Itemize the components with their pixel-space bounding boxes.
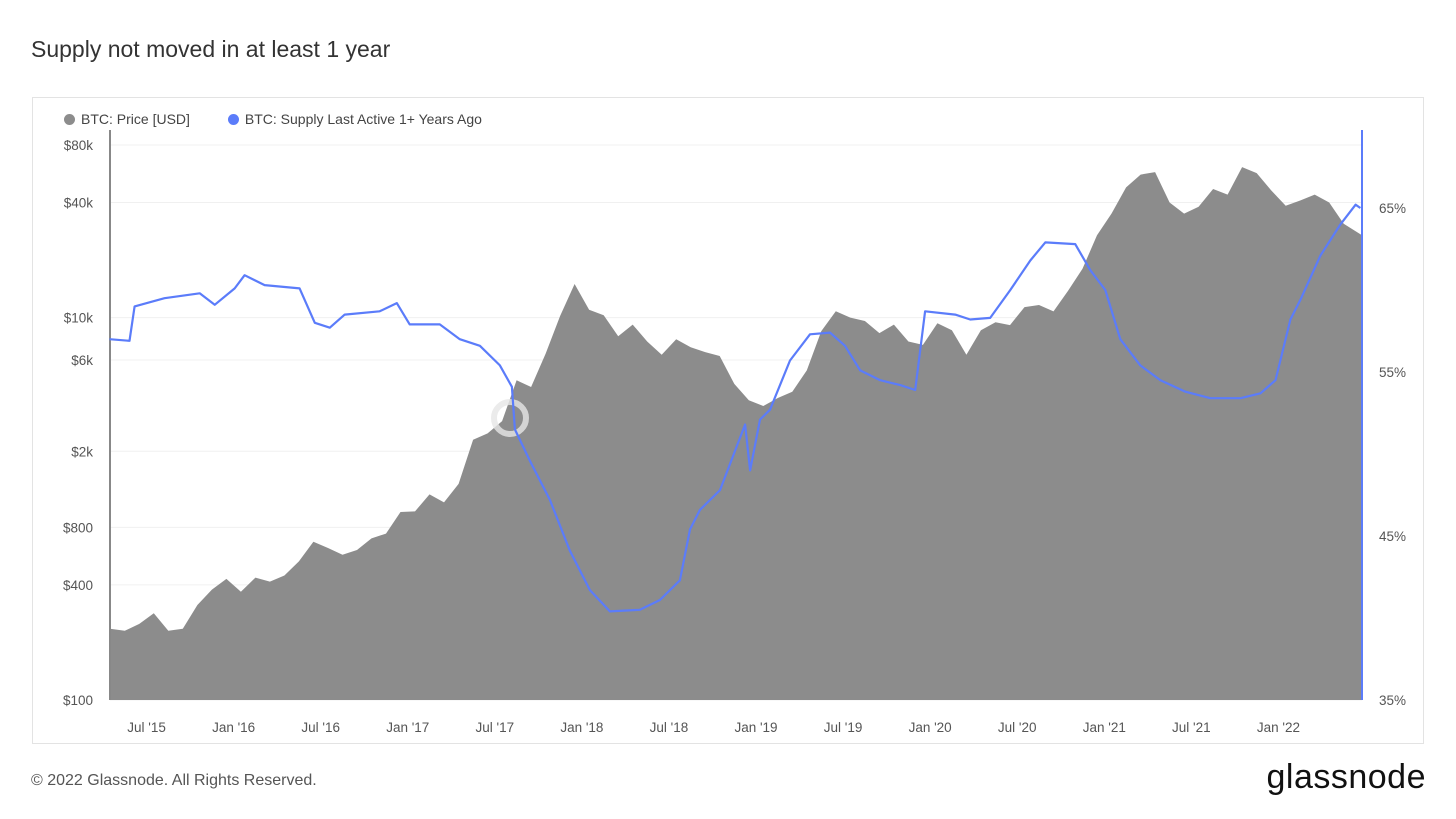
copyright: © 2022 Glassnode. All Rights Reserved. bbox=[31, 772, 317, 789]
glassnode-logo: glassnode bbox=[1266, 758, 1426, 796]
y-right-tick-label: 65% bbox=[1379, 201, 1406, 216]
y-left-tick-label: $10k bbox=[64, 311, 94, 326]
x-tick-label: Jul '21 bbox=[1172, 720, 1211, 735]
y-left-tick-label: $6k bbox=[71, 353, 93, 368]
y-left-tick-label: $40k bbox=[64, 196, 94, 211]
y-left-tick-label: $2k bbox=[71, 444, 93, 459]
y-left-tick-label: $800 bbox=[63, 520, 93, 535]
x-tick-label: Jan '20 bbox=[909, 720, 952, 735]
legend-label-supply: BTC: Supply Last Active 1+ Years Ago bbox=[244, 111, 482, 127]
x-tick-label: Jul '17 bbox=[476, 720, 515, 735]
y-right-tick-label: 45% bbox=[1379, 529, 1406, 544]
chart-card bbox=[32, 97, 1424, 744]
x-tick-label: Jul '18 bbox=[650, 720, 689, 735]
x-tick-label: Jan '19 bbox=[734, 720, 777, 735]
supply-legend-dot-icon bbox=[227, 113, 239, 125]
x-tick-label: Jan '18 bbox=[560, 720, 603, 735]
legend-label-price: BTC: Price [USD] bbox=[81, 111, 190, 127]
x-tick-label: Jan '22 bbox=[1257, 720, 1300, 735]
y-right-tick-label: 35% bbox=[1379, 693, 1406, 708]
price-legend-dot-icon bbox=[64, 113, 75, 125]
x-tick-label: Jan '16 bbox=[212, 720, 255, 735]
price-area bbox=[110, 167, 1362, 701]
legend-item-price[interactable]: BTC: Price [USD] bbox=[64, 111, 190, 127]
supply-line bbox=[109, 203, 1362, 613]
y-right-tick-label: 55% bbox=[1379, 365, 1406, 380]
x-tick-label: Jan '21 bbox=[1083, 720, 1126, 735]
y-left-tick-label: $100 bbox=[63, 693, 93, 708]
x-tick-label: Jul '20 bbox=[998, 720, 1037, 735]
watermark-logo-icon bbox=[491, 399, 529, 437]
x-tick-label: Jan '17 bbox=[386, 720, 429, 735]
x-tick-label: Jul '19 bbox=[824, 720, 863, 735]
x-tick-label: Jul '15 bbox=[127, 720, 166, 735]
y-left-tick-label: $80k bbox=[64, 138, 94, 153]
y-left-tick-label: $400 bbox=[63, 578, 93, 593]
legend: BTC: Price [USD] BTC: Supply Last Active… bbox=[64, 111, 482, 127]
x-tick-label: Jul '16 bbox=[301, 720, 340, 735]
chart-title: Supply not moved in at least 1 year bbox=[31, 36, 391, 62]
legend-item-supply[interactable]: BTC: Supply Last Active 1+ Years Ago bbox=[227, 111, 482, 127]
